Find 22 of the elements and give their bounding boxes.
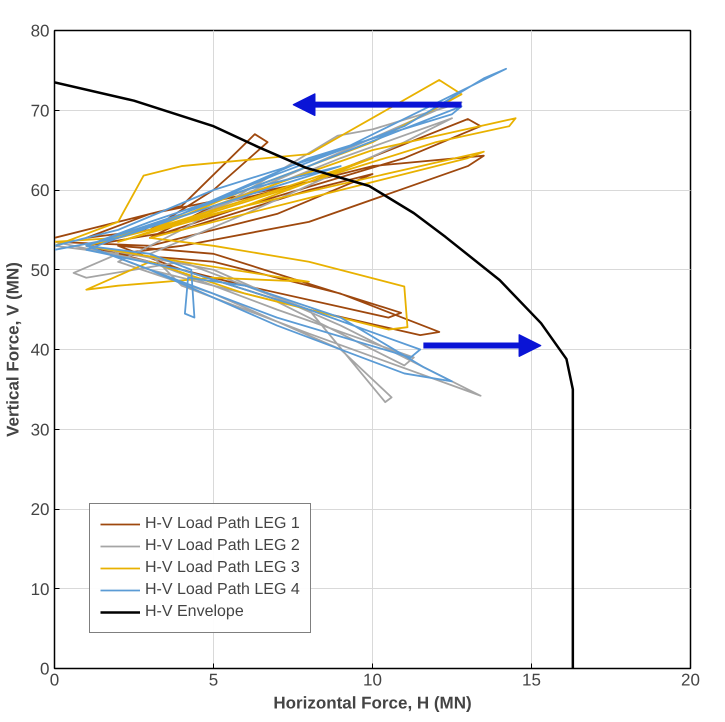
y-tick-label: 10 [30, 580, 50, 599]
legend-label: H-V Load Path LEG 3 [145, 559, 300, 577]
y-tick-label: 60 [30, 181, 50, 200]
y-tick-label: 70 [30, 101, 50, 120]
legend-label: H-V Load Path LEG 4 [145, 581, 300, 599]
x-axis-title: Horizontal Force, H (MN) [273, 694, 472, 712]
y-tick-label: 50 [30, 260, 50, 280]
legend-label: H-V Envelope [145, 603, 244, 621]
y-tick-label: 40 [30, 340, 50, 360]
legend-label: H-V Load Path LEG 2 [145, 537, 300, 555]
line-series [54, 118, 485, 336]
legend-label: H-V Load Path LEG 1 [145, 515, 300, 533]
x-tick-label: 20 [681, 670, 700, 690]
line-series [54, 68, 507, 382]
y-tick-label: 30 [30, 420, 50, 440]
y-tick-label: 80 [30, 22, 50, 40]
y-tick-label: 20 [30, 500, 50, 519]
x-tick-label: 5 [208, 670, 218, 690]
y-axis-title: Vertical Force, V (MN) [4, 262, 23, 437]
line-series [54, 79, 516, 330]
x-tick-label: 10 [363, 670, 382, 690]
x-tick-label: 15 [522, 670, 541, 690]
